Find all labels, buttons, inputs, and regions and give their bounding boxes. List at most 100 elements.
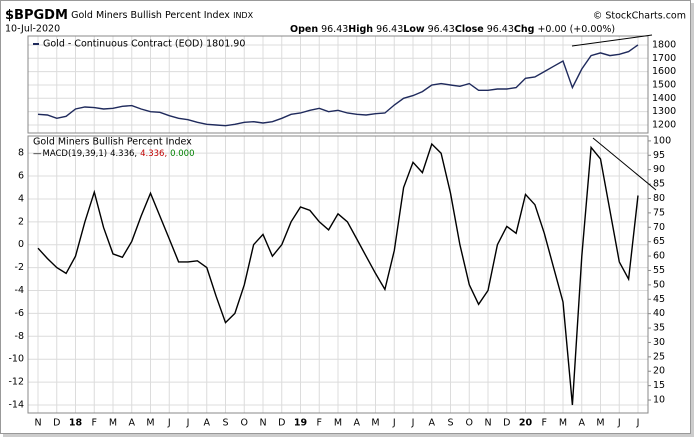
x-tick-label: N	[34, 418, 41, 429]
y2-tick-label: 25	[653, 351, 665, 362]
y-tick-label: 1500	[652, 79, 676, 90]
panel-border	[27, 35, 649, 134]
x-tick-label: A	[204, 418, 211, 429]
x-tick-label: J	[186, 418, 190, 429]
x-tick-label: O	[241, 418, 248, 429]
series-line	[37, 142, 639, 406]
trend-line	[592, 137, 657, 191]
header-line: $BPGDM Gold Miners Bullish Percent Index…	[5, 8, 254, 23]
shadow	[691, 3, 694, 437]
y-tick-label: -2	[15, 262, 24, 273]
y-tick-label: -14	[8, 399, 24, 410]
y2-tick-label: 10	[653, 395, 665, 406]
x-tick-label: O	[466, 418, 473, 429]
x-tick-label: M	[371, 418, 379, 429]
quote-label: Low	[403, 24, 425, 35]
x-tick-label: F	[317, 418, 322, 429]
y2-tick-label: 15	[653, 380, 665, 391]
legend-swatch	[33, 43, 39, 45]
symbol: $BPGDM	[5, 8, 68, 23]
y2-tick-label: 20	[653, 366, 665, 377]
y-tick-label: -12	[8, 377, 24, 388]
y2-tick-label: 40	[653, 308, 665, 319]
x-tick-label: A	[429, 418, 436, 429]
y-tick-label: 2	[18, 216, 24, 227]
y2-tick-label: 45	[653, 294, 665, 305]
quote-label: Open	[290, 24, 318, 35]
y-tick-label: -8	[15, 331, 24, 342]
y-tick-label: 8	[18, 148, 24, 159]
panel-title: Gold Miners Bullish Percent Index	[33, 137, 192, 148]
y-tick-label: 1800	[652, 39, 676, 50]
price-panel: 1200 1300 1400 1500 1600 1700 1800 Gold - Conti…	[27, 35, 676, 134]
y2-tick-label: 50	[653, 279, 665, 290]
x-tick-label: J	[636, 418, 640, 429]
quote-label: High	[348, 24, 373, 35]
trend-line	[571, 34, 653, 47]
x-tick-label: M	[109, 418, 117, 429]
x-tick-label: J	[617, 418, 621, 429]
y2-tick-label: 35	[653, 323, 665, 334]
date: 10-Jul-2020	[5, 24, 60, 35]
indicator-panel: -14 -12 -10 -8 -6 -4 -2 0 2 4 6 8 10 15 20 25 30 35 40 45 50…	[8, 135, 671, 428]
y-tick-label: 1700	[652, 53, 676, 64]
legend-entry: —MACD(19,39,1) 4.336, 4.336, 0.000	[33, 149, 195, 159]
x-tick-label: A	[354, 418, 361, 429]
y2-tick-label: 30	[653, 337, 665, 348]
y2-tick-label: 75	[653, 207, 665, 218]
y2-tick-label: 70	[653, 222, 665, 233]
x-tick-label: M	[146, 418, 154, 429]
y-tick-label: -10	[8, 354, 24, 365]
index-name: Gold Miners Bullish Percent Index	[71, 10, 230, 21]
y2-tick-label: 55	[653, 265, 665, 276]
y2-tick-label: 90	[653, 164, 665, 175]
x-tick-label: A	[579, 418, 586, 429]
x-tick-label: M	[596, 418, 604, 429]
y-tick-label: 6	[18, 171, 24, 182]
x-tick-label: D	[53, 418, 60, 429]
y-tick-label: 0	[18, 239, 24, 250]
quote-label: Chg	[514, 24, 535, 35]
y-tick-label: 4	[18, 193, 24, 204]
x-tick-label: S	[222, 418, 228, 429]
legend-swatch: —	[33, 149, 42, 159]
x-tick-label: N	[484, 418, 491, 429]
x-tick-label: 20	[519, 418, 533, 429]
legend-value: 0.000	[170, 149, 194, 159]
y2-tick-label: 80	[653, 193, 665, 204]
x-tick-label: F	[542, 418, 547, 429]
x-tick-label: J	[411, 418, 415, 429]
y2-tick-label: 95	[653, 150, 665, 161]
series-line	[37, 44, 639, 127]
y-tick-label: 1400	[652, 93, 676, 104]
x-tick-label: D	[503, 418, 510, 429]
x-tick-label: N	[259, 418, 266, 429]
x-tick-label: A	[129, 418, 136, 429]
quote-value: 96.43	[376, 24, 403, 35]
y2-tick-label: 65	[653, 236, 665, 247]
x-tick-label: 18	[69, 418, 83, 429]
legend-value: 4.336,	[140, 149, 167, 159]
quote-value: 96.43	[321, 24, 348, 35]
quote-value: +0.00 (+0.00%)	[537, 24, 615, 35]
x-tick-label: J	[167, 418, 171, 429]
legend-name: MACD(19,39,1)	[43, 149, 108, 159]
legend-value: 4.336,	[110, 149, 137, 159]
y2-tick-label: 60	[653, 251, 665, 262]
quote-value: 96.43	[428, 24, 455, 35]
exchange: INDX	[233, 11, 254, 20]
source: © StockCharts.com	[593, 11, 686, 22]
quote-label: Close	[455, 24, 484, 35]
x-tick-label: F	[92, 418, 97, 429]
panel-border	[27, 135, 649, 414]
y-tick-label: 1300	[652, 106, 676, 117]
y2-tick-label: 85	[653, 179, 665, 190]
y-tick-label: -4	[15, 285, 24, 296]
y2-tick-label: 100	[653, 135, 671, 146]
y-tick-label: -6	[15, 308, 24, 319]
x-tick-label: M	[559, 418, 567, 429]
x-tick-label: D	[278, 418, 285, 429]
x-tick-label: M	[334, 418, 342, 429]
